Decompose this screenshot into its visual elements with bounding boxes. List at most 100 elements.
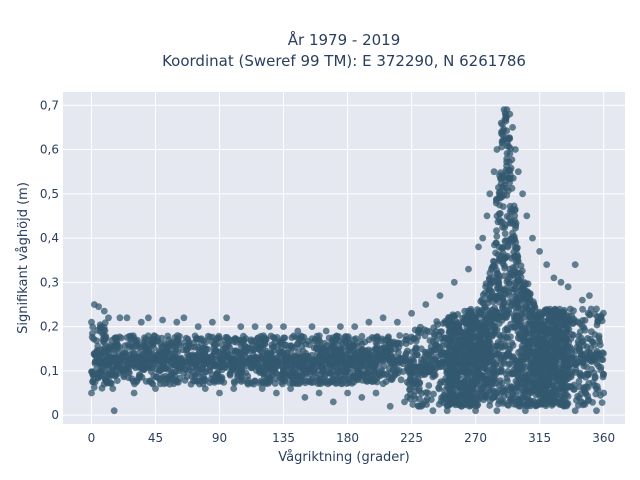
data-point (495, 189, 503, 197)
data-point (282, 341, 290, 349)
data-point (482, 283, 489, 290)
data-point (566, 305, 574, 313)
data-point (575, 332, 582, 340)
data-point (523, 345, 531, 352)
data-point (269, 344, 276, 351)
data-point (586, 292, 593, 299)
data-point (132, 338, 140, 346)
data-point (192, 335, 200, 343)
data-point (187, 380, 195, 388)
data-point (434, 321, 442, 328)
data-point (152, 385, 159, 392)
data-point (500, 125, 507, 133)
data-point (156, 375, 164, 383)
data-point (93, 337, 100, 345)
data-point (504, 311, 511, 318)
data-point (444, 392, 452, 400)
data-point (422, 301, 430, 308)
data-point (396, 354, 404, 362)
data-point (484, 324, 491, 331)
data-point (149, 341, 157, 349)
data-point (105, 314, 112, 322)
data-point (549, 325, 556, 333)
data-point (307, 364, 315, 371)
x-tick-label: 180 (336, 431, 359, 445)
data-point (135, 363, 143, 371)
data-point (579, 357, 587, 365)
data-point (421, 371, 429, 378)
data-point (518, 285, 525, 293)
data-point (543, 343, 551, 350)
data-point (560, 384, 568, 392)
data-point (562, 349, 570, 357)
data-point (509, 229, 516, 237)
data-point (478, 376, 485, 384)
data-point (208, 338, 216, 346)
data-point (493, 407, 501, 415)
data-point (487, 293, 495, 301)
data-point (534, 401, 541, 409)
data-point (116, 365, 123, 373)
data-point (192, 356, 200, 364)
data-point (464, 353, 472, 361)
data-point (461, 378, 468, 386)
data-point (344, 375, 352, 383)
data-point (583, 343, 591, 351)
data-point (297, 354, 305, 362)
data-point (477, 372, 485, 379)
data-point (380, 356, 388, 364)
data-point (105, 379, 113, 387)
data-point (387, 369, 394, 377)
data-point (267, 332, 275, 340)
data-point (552, 307, 559, 315)
data-point (315, 389, 323, 397)
data-point (484, 368, 491, 375)
data-point (424, 389, 432, 397)
data-point (552, 375, 560, 382)
data-point (500, 398, 508, 406)
data-point (506, 167, 514, 174)
data-point (483, 350, 491, 357)
data-point (470, 353, 478, 361)
data-point (516, 296, 524, 304)
data-point (89, 330, 96, 337)
data-point (516, 330, 524, 338)
data-point (411, 335, 419, 342)
data-point (500, 136, 507, 144)
data-point (600, 370, 607, 378)
data-point (349, 364, 356, 372)
data-point (581, 316, 589, 324)
data-point (496, 216, 503, 224)
data-point (402, 349, 410, 357)
data-point (96, 372, 104, 380)
data-point (223, 314, 231, 322)
data-point (430, 390, 437, 398)
data-point (519, 190, 526, 198)
data-point (259, 378, 267, 386)
data-point (271, 364, 279, 372)
data-point (283, 351, 290, 359)
data-point (171, 377, 179, 385)
data-point (537, 366, 545, 374)
data-point (177, 360, 185, 368)
data-point (539, 395, 546, 403)
data-point (498, 245, 505, 252)
data-point (490, 168, 498, 176)
data-point (507, 397, 515, 405)
data-point (595, 334, 603, 342)
data-point (505, 135, 512, 143)
data-point (350, 336, 358, 344)
data-point (428, 357, 436, 365)
data-point (104, 355, 112, 362)
data-point (575, 394, 583, 402)
x-tick-label: 270 (464, 431, 487, 445)
data-point (296, 363, 304, 371)
data-point (102, 333, 110, 340)
data-point (583, 370, 591, 377)
data-point (501, 264, 509, 272)
data-point (522, 372, 530, 379)
data-point (315, 336, 323, 344)
data-point (313, 374, 320, 382)
data-point (571, 261, 579, 268)
data-point (331, 358, 338, 365)
